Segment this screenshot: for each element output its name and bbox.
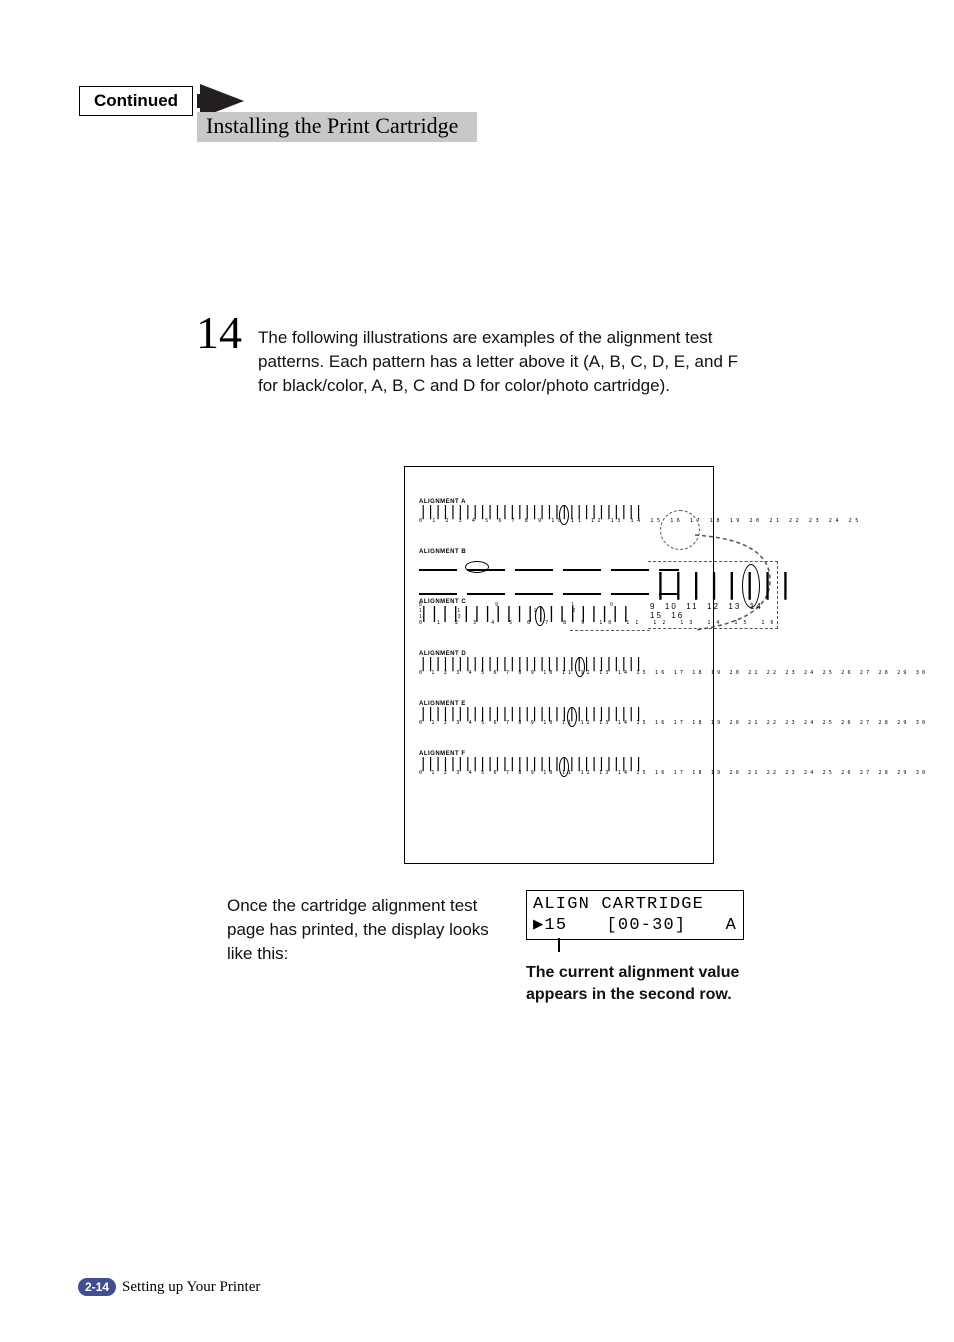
pattern-e-circle-icon [567, 707, 577, 727]
lcd-display: ALIGN CARTRIDGE ▶15 [00-30] A [526, 890, 744, 940]
lcd-pointer-icon [558, 938, 560, 952]
page-footer: 2-14 Setting up Your Printer [78, 1278, 260, 1296]
page-number-badge: 2-14 [78, 1278, 116, 1296]
pattern-f-nums: 0 1 2 3 4 5 6 7 8 9 10 11 12 13 14 15 16… [419, 771, 928, 776]
lcd-line2: ▶15 [00-30] A [533, 915, 737, 936]
lcd-value: ▶15 [533, 915, 567, 936]
lcd-caption: The current alignment value appears in t… [526, 962, 746, 1005]
result-paragraph: Once the cartridge alignment test page h… [227, 894, 517, 965]
zoom-circle-icon [742, 564, 760, 608]
callout-line [570, 630, 650, 631]
pattern-d-nums: 0 1 2 3 4 5 6 7 8 9 10 11 12 13 14 15 16… [419, 671, 928, 676]
section-title: Installing the Print Cartridge [206, 113, 458, 139]
continued-label: Continued [79, 86, 193, 116]
step-number: 14 [196, 310, 242, 356]
pattern-e-nums: 0 1 2 3 4 5 6 7 8 9 10 11 12 13 14 15 16… [419, 721, 928, 726]
pattern-e-bars: |||||||||||||||||||||||||||||| [419, 707, 928, 721]
pattern-a-nums: 0 1 2 3 4 5 6 7 8 9 10 11 12 13 14 15 16… [419, 519, 862, 524]
pattern-f-bars: |||||||||||||||||||||||||||||| [419, 757, 928, 771]
step-text: The following illustrations are examples… [258, 326, 748, 397]
pattern-a-bars: |||||||||||||||||||||||||||||| [419, 505, 862, 519]
footer-text: Setting up Your Printer [122, 1279, 260, 1296]
lcd-range: [00-30] [607, 915, 687, 936]
pattern-b-circle-icon [465, 561, 489, 573]
zoom-nums: 9 10 11 12 13 14 15 16 [648, 598, 777, 620]
pattern-d-circle-icon [575, 657, 585, 677]
pattern-label-b: ALIGNMENT B [419, 549, 713, 555]
pattern-c-circle-icon [535, 606, 545, 626]
lcd-line1: ALIGN CARTRIDGE [533, 894, 737, 915]
pattern-f-circle-icon [559, 757, 569, 777]
pattern-d-bars: |||||||||||||||||||||||||||||| [419, 657, 928, 671]
lcd-letter: A [726, 915, 737, 936]
pattern-a-circle-icon [559, 505, 569, 525]
